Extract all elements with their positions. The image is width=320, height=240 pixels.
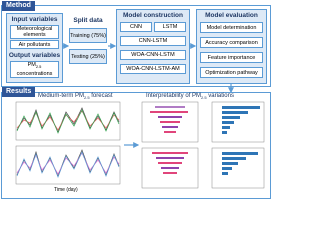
evaluation-item: Model determination <box>200 22 263 33</box>
evaluation-title: Model evaluation <box>205 12 258 19</box>
text: concentrations <box>16 70 53 77</box>
input-box: Input variables Meteorological elements … <box>6 13 63 83</box>
results-tab: Results <box>2 87 36 97</box>
model: LSTM <box>154 22 186 32</box>
split-title: Split data <box>73 17 103 24</box>
text: Medium-term PM <box>38 93 85 99</box>
text: PM <box>27 62 36 69</box>
model: CNN-LSTM <box>120 36 186 46</box>
text: forecast <box>89 93 113 99</box>
output-item: PM2.5 concentrations <box>10 61 59 78</box>
interpretability-title: Interpretability of PM2.5 variations <box>146 93 234 100</box>
model: WOA-CNN-LSTM-AM <box>120 64 186 74</box>
evaluation-item: Feature importance <box>200 52 263 63</box>
input-item: Meteorological elements <box>10 25 59 39</box>
evaluation-box: Model evaluation Model determination Acc… <box>196 9 267 84</box>
text: variations <box>206 93 234 99</box>
model: CNN <box>120 22 152 32</box>
input-title: Input variables <box>11 16 58 23</box>
construction-title: Model construction <box>123 12 183 19</box>
model: WOA-CNN-LSTM <box>120 50 186 60</box>
text: 2.5 <box>35 64 42 70</box>
method-tab: Method <box>2 1 35 11</box>
split-item: Training (75%) <box>69 28 107 43</box>
method-panel <box>1 5 271 87</box>
construction-box: Model construction CNN LSTM CNN-LSTM WOA… <box>116 9 190 84</box>
x-axis-label: Time (day) <box>54 187 78 193</box>
output-title: Output variables <box>8 52 61 59</box>
input-item: Air pollutants <box>10 40 59 49</box>
text: 2.5 <box>201 95 207 101</box>
split-item: Testing (25%) <box>69 49 107 64</box>
forecast-title: Medium-term PM2.5 forecast <box>38 93 113 100</box>
evaluation-item: Optimization pathway <box>200 67 263 78</box>
text: 2.5 <box>84 95 90 101</box>
results-panel <box>1 92 271 199</box>
decor <box>15 43 265 189</box>
text: Interpretability of PM <box>146 93 202 99</box>
graphical-abstract: Method Input variables Meteorological el… <box>0 0 272 200</box>
evaluation-item: Accuracy comparison <box>200 37 263 48</box>
